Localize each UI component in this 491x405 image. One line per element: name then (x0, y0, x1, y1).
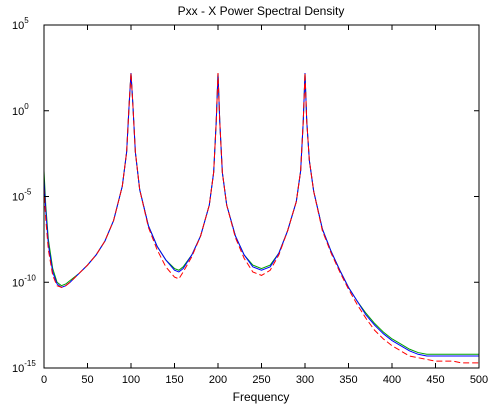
series-line-1 (43, 72, 479, 355)
x-tick-labels: 0 50 100 150 200 250 300 350 400 450 500 (41, 374, 488, 386)
x-tick-label: 400 (383, 374, 401, 386)
x-tick-label: 250 (252, 374, 270, 386)
x-tick-label: 0 (41, 374, 47, 386)
y-tick-label: 10-15 (12, 359, 36, 375)
series-line-3 (43, 72, 479, 364)
y-tick-label: 10-5 (12, 188, 32, 204)
series-layer (43, 72, 479, 364)
y-tick-label: 100 (12, 102, 29, 118)
x-tick-label: 50 (81, 374, 93, 386)
x-tick-label: 350 (339, 374, 357, 386)
y-tick-label: 10-10 (12, 273, 36, 289)
series-line-2 (43, 72, 479, 357)
chart-title: Pxx - X Power Spectral Density (178, 4, 345, 18)
x-axis-label: Frequency (233, 390, 290, 404)
y-tick-labels: 105 100 10-5 10-10 10-15 (12, 16, 36, 375)
x-tick-label: 150 (165, 374, 183, 386)
x-tick-label: 100 (122, 374, 140, 386)
plot-frame (43, 24, 480, 369)
x-tick-label: 300 (296, 374, 314, 386)
y-tick-label: 105 (12, 16, 29, 32)
x-tick-label: 500 (470, 374, 488, 386)
x-tick-label: 200 (209, 374, 227, 386)
x-tick-label: 450 (426, 374, 444, 386)
ticks-layer (43, 24, 480, 369)
